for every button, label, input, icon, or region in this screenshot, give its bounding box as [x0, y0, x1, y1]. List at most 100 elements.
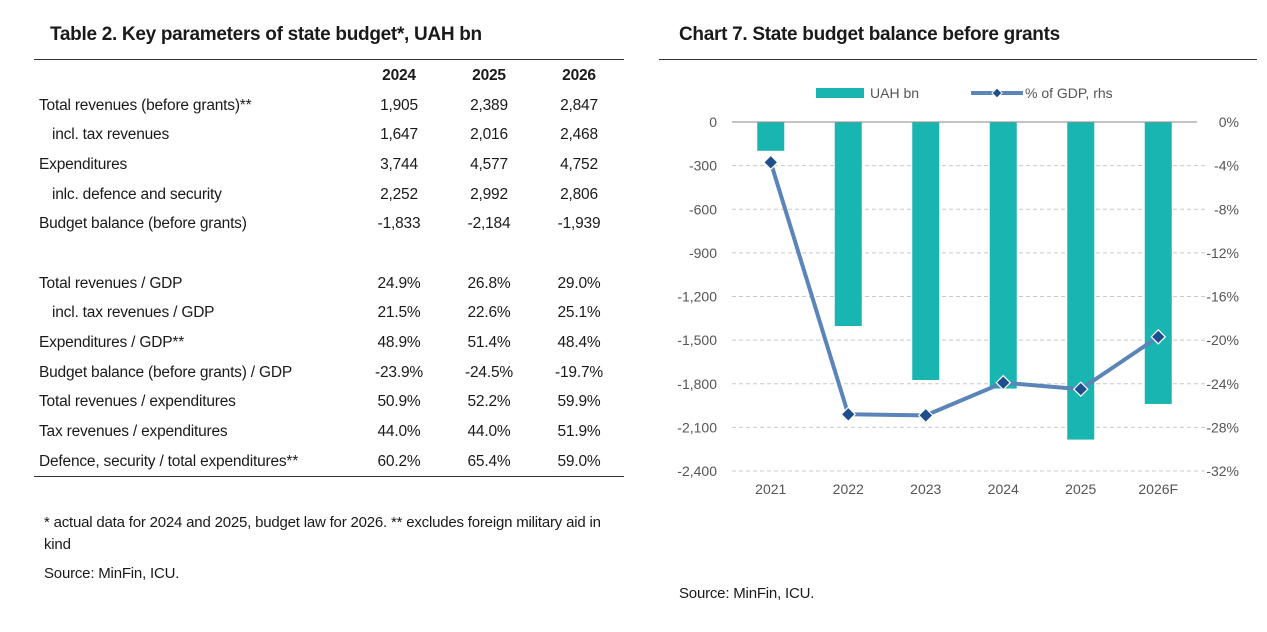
left-tick-label: 0 [709, 114, 717, 130]
row-value: 48.9% [377, 334, 421, 352]
gdp-share-line [768, 161, 1160, 418]
bar-2021 [757, 122, 785, 151]
row-value: 2,016 [470, 126, 508, 144]
row-value: 3,744 [380, 155, 418, 173]
row-value: 50.9% [377, 393, 421, 411]
left-tick-label: -1,800 [677, 376, 717, 392]
row-value: 22.6% [467, 304, 511, 322]
row-value: 2,468 [560, 126, 598, 144]
row-value: 26.8% [467, 274, 511, 292]
row-value: 2,806 [560, 185, 598, 203]
row-value [534, 239, 624, 269]
left-tick-label: -2,100 [677, 419, 717, 435]
right-tick-label: -32% [1206, 463, 1239, 479]
left-tick-label: -2,400 [677, 463, 717, 479]
table-row: inlc. defence and security 2,252 2,992 2,80… [34, 180, 624, 210]
table-row: Budget balance (before grants) / GDP -23.… [34, 358, 624, 388]
row-value [354, 239, 444, 269]
table-row: Total revenues (before grants)** 1,905 2,3… [34, 91, 624, 121]
row-value: 21.5% [377, 304, 421, 322]
gdp-share-point-2026F [1150, 329, 1167, 345]
column-header: 2025 [472, 66, 506, 84]
category-label: 2024 [988, 481, 1019, 497]
row-value: 25.1% [557, 304, 601, 322]
column-header-label [34, 61, 354, 91]
axes: 0 -300 -600 -900 -1,200 -1,500 -1,800 -2,100 -2,… [677, 114, 1239, 497]
gdp-share-point-2024 [995, 374, 1012, 391]
table-bottom-rule [34, 476, 624, 477]
row-label: Expenditures / GDP** [39, 334, 185, 352]
legend-label: UAH bn [870, 85, 919, 101]
gridlines [732, 165, 1207, 472]
table-row: Total revenues / expenditures 50.9% 52.2% 5… [34, 388, 624, 418]
row-value: 59.9% [557, 393, 601, 411]
row-value: 65.4% [467, 452, 511, 470]
legend: UAH bn % of GDP, rhs [816, 85, 1113, 101]
right-tick-label: -24% [1206, 376, 1239, 392]
row-value: -2,184 [467, 215, 511, 233]
table-spacer-row [34, 239, 624, 269]
row-value: 2,992 [470, 185, 508, 203]
category-label: 2026F [1138, 481, 1178, 497]
bar-2024 [989, 122, 1017, 389]
bar-2023 [912, 122, 940, 380]
table-row: Expenditures 3,744 4,577 4,752 [34, 150, 624, 180]
row-value: 51.9% [557, 423, 601, 441]
left-tick-label: -600 [689, 201, 717, 217]
table-row: incl. tax revenues / GDP 21.5% 22.6% 25.1% [34, 299, 624, 329]
right-tick-label: -12% [1206, 245, 1239, 261]
right-tick-label: -16% [1206, 289, 1239, 305]
table-header-row: 2024 2025 2026 [34, 61, 624, 91]
right-tick-label: -4% [1214, 158, 1239, 174]
bar-2022 [834, 122, 862, 327]
budget-balance-chart: 0 -300 -600 -900 -1,200 -1,500 -1,800 -2,100 -2,… [677, 85, 1239, 497]
left-tick-label: -1,500 [677, 332, 717, 348]
row-value: 24.9% [377, 274, 421, 292]
row-label: Total revenues (before grants)** [39, 96, 252, 114]
row-value: -23.9% [375, 363, 423, 381]
budget-parameters-table: 2024 2025 2026 Total revenues (before gr… [34, 61, 624, 477]
row-value: 44.0% [467, 423, 511, 441]
line-series [762, 154, 1167, 424]
category-label: 2025 [1065, 481, 1096, 497]
row-label: Expenditures [39, 155, 128, 173]
row-label: incl. tax revenues / GDP [52, 304, 215, 322]
column-header: 2024 [382, 66, 416, 84]
table-top-rule [34, 59, 624, 60]
table-row: Defence, security / total expenditures**… [34, 447, 624, 477]
row-value: 59.0% [557, 452, 601, 470]
table-row: Expenditures / GDP** 48.9% 51.4% 48.4% [34, 328, 624, 358]
row-value: 44.0% [377, 423, 421, 441]
row-value: 51.4% [467, 334, 511, 352]
legend-swatch-marker [991, 87, 1003, 99]
row-value: 2,252 [380, 185, 418, 203]
row-label: incl. tax revenues [52, 126, 170, 144]
table-row: Total revenues / GDP 24.9% 26.8% 29.0% [34, 269, 624, 299]
right-tick-label: 0% [1219, 114, 1239, 130]
table-row: Budget balance (before grants) -1,833 -2,1… [34, 209, 624, 239]
gdp-share-point-2021 [762, 154, 779, 171]
row-value: 48.4% [557, 334, 601, 352]
row-label: Budget balance (before grants) [39, 215, 247, 233]
row-value: 4,752 [560, 155, 598, 173]
table-body: Total revenues (before grants)** 1,905 2,3… [34, 91, 624, 477]
row-value: -1,939 [557, 215, 601, 233]
row-label: Tax revenues / expenditures [39, 423, 228, 441]
chart-title: Chart 7. State budget balance before gra… [679, 24, 1060, 45]
right-tick-label: -20% [1206, 332, 1239, 348]
table-source: Source: MinFin, ICU. [44, 565, 180, 582]
table-row: incl. tax revenues 1,647 2,016 2,468 [34, 120, 624, 150]
bar-series [757, 122, 1172, 440]
left-tick-label: -300 [689, 158, 717, 174]
category-label: 2022 [833, 481, 864, 497]
row-value: 4,577 [470, 155, 508, 173]
gdp-share-point-2023 [917, 407, 934, 424]
row-value: 52.2% [467, 393, 511, 411]
row-label: inlc. defence and security [52, 185, 222, 203]
column-header: 2026 [562, 66, 596, 84]
right-tick-label: -28% [1206, 419, 1239, 435]
row-label: Defence, security / total expenditures** [39, 452, 299, 470]
category-label: 2023 [910, 481, 941, 497]
left-tick-label: -1,200 [677, 289, 717, 305]
row-value: 60.2% [377, 452, 421, 470]
